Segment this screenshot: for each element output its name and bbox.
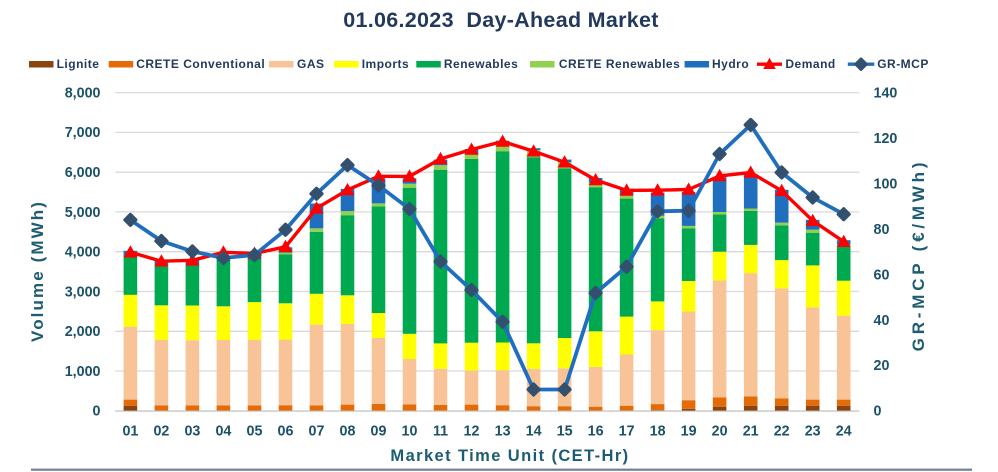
svg-text:20: 20 — [874, 358, 890, 374]
svg-text:20: 20 — [712, 424, 728, 440]
svg-text:10: 10 — [402, 424, 418, 440]
svg-text:3,000: 3,000 — [65, 284, 101, 300]
svg-text:0: 0 — [874, 404, 882, 420]
svg-text:04: 04 — [215, 424, 231, 440]
svg-text:Volume (MWh): Volume (MWh) — [28, 200, 47, 342]
svg-text:Imports: Imports — [362, 57, 410, 71]
svg-text:03: 03 — [184, 424, 200, 440]
svg-text:Demand: Demand — [785, 57, 835, 71]
svg-text:8,000: 8,000 — [65, 85, 101, 101]
svg-text:24: 24 — [836, 424, 852, 440]
svg-text:6,000: 6,000 — [65, 165, 101, 181]
svg-text:21: 21 — [743, 424, 759, 440]
svg-text:Market Time Unit (CET-Hr): Market Time Unit (CET-Hr) — [390, 447, 629, 465]
svg-text:80: 80 — [874, 222, 890, 238]
svg-text:05: 05 — [247, 424, 263, 440]
svg-text:22: 22 — [774, 424, 790, 440]
svg-text:09: 09 — [371, 424, 387, 440]
svg-text:60: 60 — [874, 267, 890, 283]
svg-text:16: 16 — [588, 424, 604, 440]
svg-text:1,000: 1,000 — [65, 364, 101, 380]
svg-text:CRETE Conventional: CRETE Conventional — [136, 57, 265, 71]
svg-text:4,000: 4,000 — [65, 245, 101, 261]
svg-text:19: 19 — [681, 424, 697, 440]
svg-text:18: 18 — [650, 424, 666, 440]
svg-text:Renewables: Renewables — [444, 57, 518, 71]
svg-text:01: 01 — [122, 424, 138, 440]
svg-text:14: 14 — [526, 424, 542, 440]
svg-text:Hydro: Hydro — [712, 57, 749, 71]
svg-text:7,000: 7,000 — [65, 125, 101, 141]
svg-text:0: 0 — [93, 404, 101, 420]
svg-text:CRETE Renewables: CRETE Renewables — [559, 57, 680, 71]
svg-text:23: 23 — [805, 424, 821, 440]
svg-text:Lignite: Lignite — [57, 57, 100, 71]
svg-text:140: 140 — [874, 86, 898, 102]
svg-text:120: 120 — [874, 131, 898, 147]
svg-text:02: 02 — [153, 424, 169, 440]
svg-text:GR-MCP (€/MWh): GR-MCP (€/MWh) — [909, 159, 928, 352]
svg-text:17: 17 — [619, 424, 635, 440]
svg-text:100: 100 — [874, 177, 898, 193]
svg-text:GAS: GAS — [297, 57, 325, 71]
svg-text:2,000: 2,000 — [65, 324, 101, 340]
svg-text:40: 40 — [874, 313, 890, 329]
svg-text:15: 15 — [557, 424, 573, 440]
svg-text:13: 13 — [495, 424, 511, 440]
svg-text:01.06.2023 Day-Ahead Market: 01.06.2023 Day-Ahead Market — [343, 8, 659, 32]
svg-text:07: 07 — [309, 424, 325, 440]
svg-text:12: 12 — [464, 424, 480, 440]
svg-text:11: 11 — [433, 424, 448, 440]
svg-text:06: 06 — [278, 424, 294, 440]
svg-text:5,000: 5,000 — [65, 205, 101, 221]
svg-text:08: 08 — [340, 424, 356, 440]
svg-text:GR-MCP: GR-MCP — [877, 57, 929, 71]
